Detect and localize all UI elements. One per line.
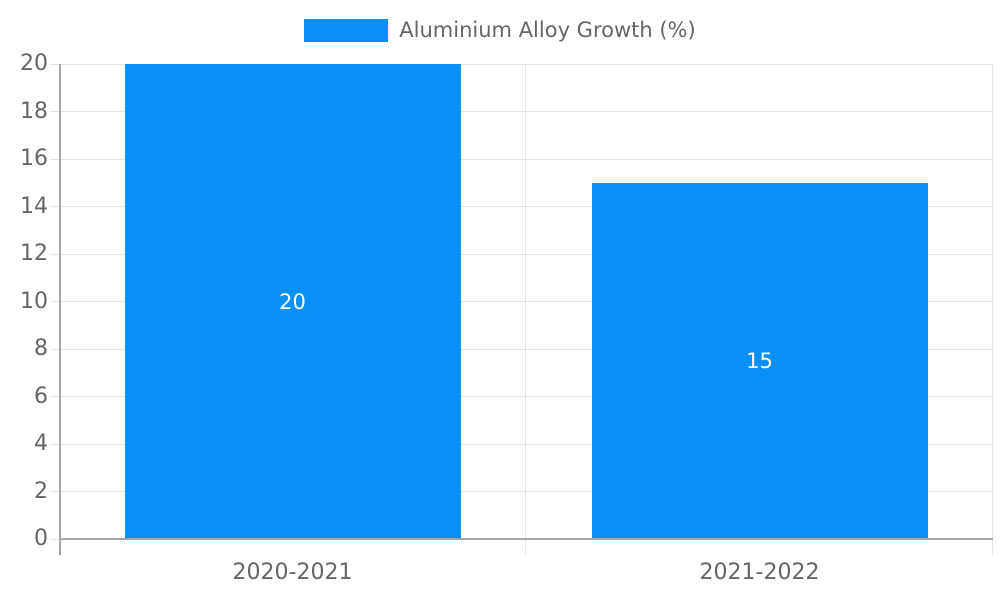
- x-axis-line: [59, 538, 993, 540]
- y-axis-tick-label: 2: [34, 478, 48, 504]
- bar-2021-2022[interactable]: [591, 182, 928, 539]
- y-gridline: [50, 348, 993, 350]
- legend-label: Aluminium Alloy Growth (%): [399, 18, 696, 42]
- y-tick-mark: [50, 538, 59, 540]
- y-axis-tick-label: 14: [20, 193, 48, 219]
- plot-area: 20 15: [50, 63, 993, 555]
- x-gridline: [992, 64, 993, 555]
- y-axis-tick-label: 20: [20, 51, 48, 76]
- y-axis-line: [59, 64, 61, 555]
- y-axis-tick-label: 8: [34, 336, 48, 361]
- y-gridline: [50, 253, 993, 255]
- y-axis-tick-label: 12: [20, 241, 48, 266]
- y-gridline: [50, 158, 993, 160]
- y-axis-tick-label: 4: [34, 431, 48, 456]
- x-axis-tick-label: 2021-2022: [699, 560, 820, 585]
- x-gridline: [525, 64, 526, 555]
- y-axis-tick-label: 10: [20, 288, 48, 314]
- legend-swatch: [304, 19, 389, 42]
- y-axis-tick-label: 16: [20, 146, 48, 171]
- y-gridline: [50, 491, 993, 492]
- y-gridline: [50, 111, 993, 112]
- y-gridline: [50, 443, 993, 445]
- bar-2020-2021[interactable]: [124, 64, 461, 539]
- y-gridline: [50, 206, 993, 207]
- y-axis-tick-label: 0: [34, 526, 48, 551]
- legend[interactable]: Aluminium Alloy Growth (%): [0, 19, 1000, 42]
- bar-value-label: 15: [746, 348, 773, 373]
- y-gridline: [50, 63, 993, 65]
- x-axis-tick-label: 2020-2021: [232, 560, 353, 585]
- y-gridline: [50, 301, 993, 302]
- bar-value-label: 20: [279, 289, 306, 314]
- y-gridline: [50, 396, 993, 397]
- y-axis-tick-label: 6: [34, 383, 48, 409]
- y-axis-tick-label: 18: [20, 98, 48, 124]
